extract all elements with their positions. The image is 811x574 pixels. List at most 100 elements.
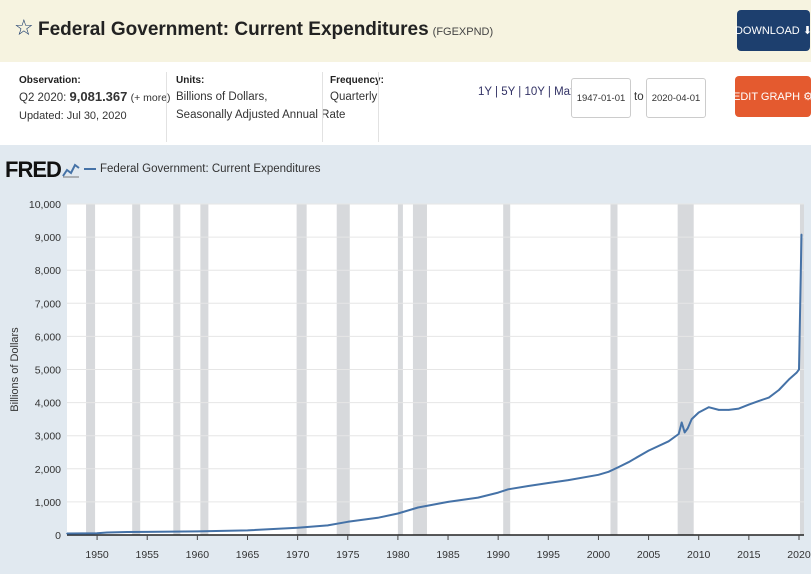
series-title: Federal Government: Current Expenditures [38, 19, 429, 40]
fred-chart-icon [62, 163, 80, 178]
data-point [738, 407, 740, 410]
page-title: Federal Government: Current Expenditures… [38, 19, 493, 41]
legend-label: Federal Government: Current Expenditures [100, 163, 321, 175]
data-point [326, 524, 329, 527]
data-point [677, 433, 680, 435]
y-tick-label: 4,000 [35, 398, 61, 410]
divider [166, 72, 167, 142]
y-tick-label: 8,000 [35, 265, 61, 277]
units-label: Units: [176, 75, 205, 86]
data-point [727, 409, 730, 411]
y-tick-label: 9,000 [35, 232, 61, 244]
download-button[interactable]: DOWNLOAD ⬇ [734, 10, 811, 51]
data-point [647, 449, 650, 452]
y-tick-label: 1,000 [35, 497, 61, 509]
data-point [106, 531, 108, 534]
data-point [680, 421, 683, 424]
observation-line: Q2 2020: 9,081.367 (+ more) [19, 88, 171, 107]
edit-graph-button[interactable]: EDIT GRAPH ⚙ [733, 76, 811, 117]
data-point [758, 400, 760, 402]
data-point [597, 473, 600, 476]
data-point [126, 531, 128, 533]
x-tick-label: 1955 [136, 549, 160, 561]
y-axis-label: Billions of Dollars [9, 327, 21, 412]
data-point [447, 501, 449, 503]
data-point [296, 526, 299, 529]
data-point [748, 403, 750, 406]
to-label: to [634, 91, 644, 103]
x-tick-label: 2020 [787, 549, 811, 561]
data-point [697, 411, 700, 414]
data-point [778, 389, 780, 391]
download-label: DOWNLOAD [734, 24, 800, 37]
observation-period: Q2 2020: [19, 92, 67, 104]
period-selector[interactable]: 1Y | 5Y | 10Y | Max [478, 86, 576, 98]
x-tick-label: 1995 [537, 549, 561, 561]
frequency-block: Frequency: Quarterly [330, 74, 384, 106]
series-id: (FGEXPND) [432, 26, 494, 38]
data-point [717, 409, 720, 411]
y-tick-label: 7,000 [35, 298, 61, 310]
observation-more-link[interactable]: (+ more) [130, 92, 171, 104]
y-tick-label: 0 [55, 530, 61, 542]
x-tick-label: 1950 [85, 549, 109, 561]
x-tick-label: 2010 [687, 549, 711, 561]
data-point [607, 470, 610, 473]
data-point [547, 482, 550, 484]
observation-label: Observation: [19, 75, 81, 86]
series-line [66, 234, 803, 535]
divider [378, 72, 379, 142]
data-point [768, 396, 770, 399]
data-point [617, 466, 620, 468]
data-point [683, 431, 686, 434]
data-point [798, 368, 800, 371]
data-point [397, 512, 399, 515]
data-point [567, 479, 570, 481]
units-line2: Seasonally Adjusted Annual Rate [176, 109, 346, 121]
units-line1: Billions of Dollars, [176, 91, 268, 103]
units-block: Units: Billions of Dollars, Seasonally A… [176, 74, 345, 124]
data-point [377, 516, 379, 519]
download-icon: ⬇ [802, 25, 811, 37]
favorite-star-icon[interactable]: ☆ [14, 16, 34, 41]
y-tick-label: 3,000 [35, 431, 61, 443]
data-point [477, 496, 479, 499]
divider [322, 72, 323, 142]
chart-legend: Federal Government: Current Expenditures [84, 163, 321, 175]
y-tick-label: 5,000 [35, 365, 61, 377]
data-point [527, 485, 530, 487]
y-tick-label: 6,000 [35, 331, 61, 343]
series-info-bar: Observation: Q2 2020: 9,081.367 (+ more)… [0, 62, 811, 145]
data-point [686, 427, 689, 430]
x-tick-label: 1975 [336, 549, 360, 561]
x-tick-label: 1965 [236, 549, 260, 561]
data-point [507, 488, 509, 491]
frequency-label: Frequency: [330, 75, 384, 86]
data-point [788, 378, 790, 381]
gear-icon: ⚙ [803, 91, 811, 103]
x-tick-label: 2000 [587, 549, 611, 561]
data-point [707, 406, 710, 409]
data-point [795, 372, 798, 374]
data-point [146, 531, 149, 533]
data-point [417, 506, 419, 509]
x-tick-label: 1990 [486, 549, 510, 561]
legend-swatch [84, 167, 96, 170]
data-point [690, 418, 693, 420]
data-point [246, 529, 249, 532]
end-date-input[interactable]: 2020-04-01 [646, 78, 706, 118]
data-point [667, 440, 670, 443]
y-tick-label: 2,000 [35, 464, 61, 476]
x-tick-label: 1970 [286, 549, 310, 561]
data-point [800, 233, 803, 236]
x-tick-label: 1985 [436, 549, 460, 561]
updated-date: Updated: Jul 30, 2020 [19, 110, 127, 122]
observation-value: 9,081.367 [69, 89, 128, 104]
x-tick-label: 1980 [386, 549, 410, 561]
data-point [196, 530, 199, 533]
data-point [627, 461, 630, 463]
series-header [0, 0, 811, 62]
start-date-input[interactable]: 1947-01-01 [571, 78, 631, 118]
edit-graph-label: EDIT GRAPH [733, 90, 801, 103]
